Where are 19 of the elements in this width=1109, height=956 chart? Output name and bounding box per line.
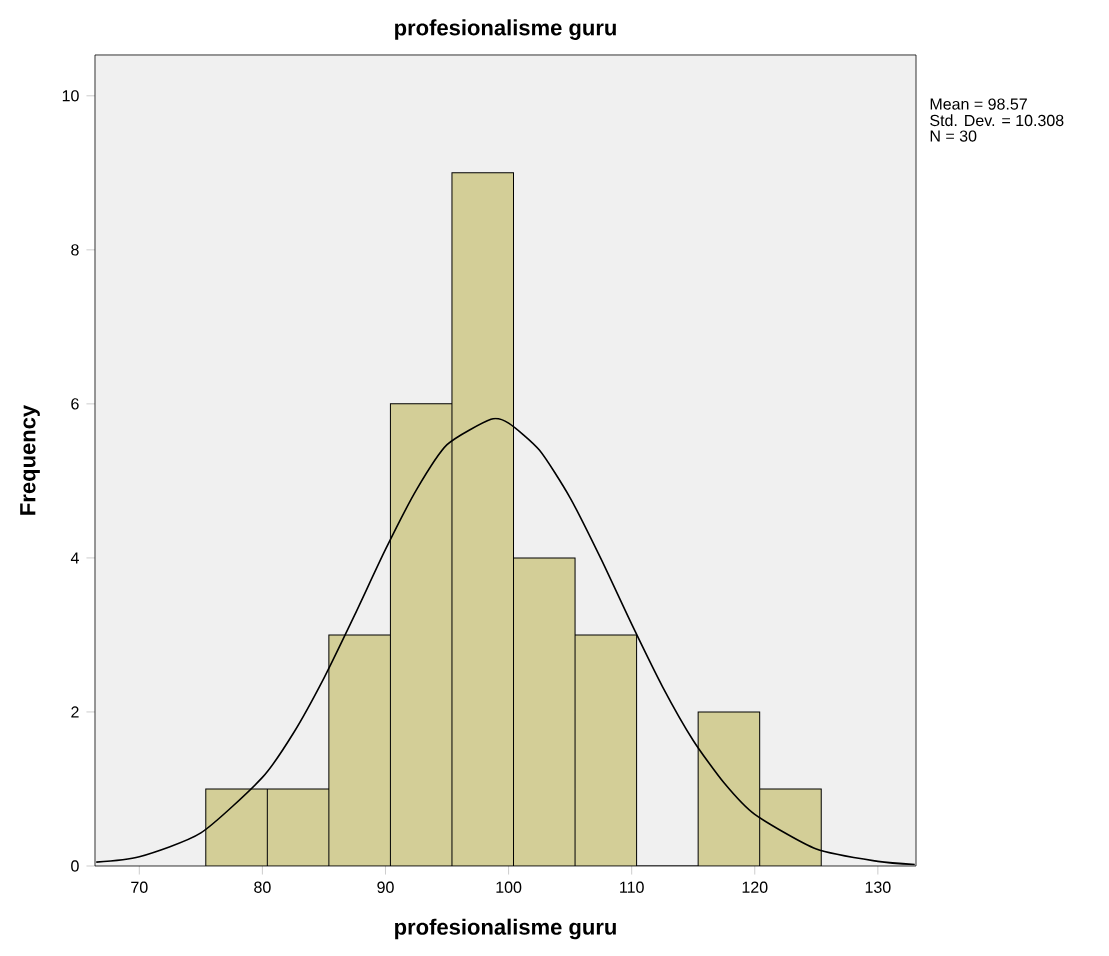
x-tick-label: 90	[377, 881, 394, 893]
chart-title: profesionalisme guru	[395, 19, 616, 40]
y-tick-label: 6	[71, 398, 79, 410]
text: N = 30	[930, 130, 977, 142]
x-tick-label: 100	[496, 881, 522, 893]
text: Mean = 98.57	[930, 98, 1027, 110]
y-axis-title: Frequency	[20, 404, 40, 515]
y-tick-label: 2	[71, 706, 79, 718]
y-tick-label: 4	[70, 552, 79, 564]
text: Std. Dev. = 10.308	[930, 114, 1064, 127]
x-axis-title: profesionalisme guru	[395, 918, 616, 940]
y-tick-label: 0	[71, 860, 79, 872]
x-tick-label: 70	[131, 881, 148, 893]
y-tick-label: 8	[71, 244, 79, 256]
x-tick-label: 110	[620, 881, 644, 893]
x-tick-label: 130	[865, 881, 891, 893]
x-tick-label: 120	[742, 881, 768, 893]
x-tick-label: 80	[254, 881, 271, 893]
y-tick-label: 10	[62, 90, 79, 102]
